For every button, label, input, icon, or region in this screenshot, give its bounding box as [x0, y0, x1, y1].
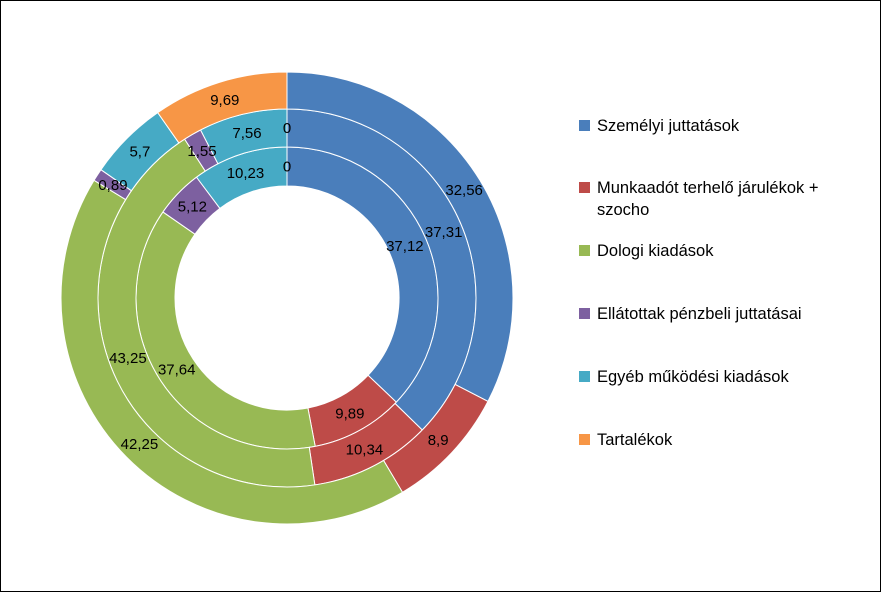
data-label-ring-1-slice-2: 9,89	[335, 405, 364, 422]
data-label-ring-3-slice-2: 8,9	[428, 432, 449, 449]
data-label-ring-2-slice-1: 37,31	[425, 224, 463, 241]
legend-item: Egyéb működési kiadások	[579, 366, 872, 388]
data-label-ring-1-slice-1: 37,12	[386, 238, 424, 255]
legend-label: Személyi juttatások	[597, 117, 740, 135]
legend-swatch	[579, 434, 590, 445]
legend-swatch	[579, 120, 590, 131]
ring-3-slice-3	[60, 179, 404, 525]
legend-label: Munkaadót terhelő járulékok + szocho	[597, 179, 819, 219]
legend-item: Munkaadót terhelő járulékok + szocho	[579, 177, 872, 221]
legend-label: Dologi kiadások	[597, 242, 714, 260]
legend-item: Dologi kiadások	[579, 240, 872, 262]
data-label-ring-1-slice-4: 5,12	[178, 199, 207, 216]
legend-swatch	[579, 308, 590, 319]
data-label-ring-2-slice-3: 43,25	[109, 350, 147, 367]
data-label-ring-2-slice-2: 10,34	[346, 441, 384, 458]
ring-3-slice-6	[157, 71, 288, 144]
legend-swatch	[579, 245, 590, 256]
data-label-ring-2-slice-6: 0	[283, 120, 291, 137]
data-label-ring-3-slice-5: 5,7	[129, 144, 150, 161]
data-label-ring-1-slice-5: 10,23	[227, 165, 265, 182]
data-label-ring-3-slice-4: 0,89	[98, 177, 127, 194]
legend-label: Tartalékok	[597, 431, 673, 449]
legend-swatch	[579, 182, 590, 193]
data-label-ring-2-slice-4: 1,55	[187, 143, 216, 160]
data-label-ring-2-slice-5: 7,56	[232, 125, 261, 142]
legend-swatch	[579, 371, 590, 382]
legend-label: Egyéb működési kiadások	[597, 368, 789, 386]
data-label-ring-3-slice-1: 32,56	[445, 182, 483, 199]
data-label-ring-3-slice-3: 42,25	[121, 436, 159, 453]
legend-item: Személyi juttatások	[579, 115, 872, 137]
data-label-ring-1-slice-3: 37,64	[158, 362, 196, 379]
legend-item: Tartalékok	[579, 429, 872, 451]
data-label-ring-3-slice-6: 9,69	[210, 92, 239, 109]
legend-item: Ellátottak pénzbeli juttatásai	[579, 303, 872, 325]
legend-label: Ellátottak pénzbeli juttatásai	[597, 305, 802, 323]
data-label-ring-1-slice-6: 0	[283, 159, 291, 176]
